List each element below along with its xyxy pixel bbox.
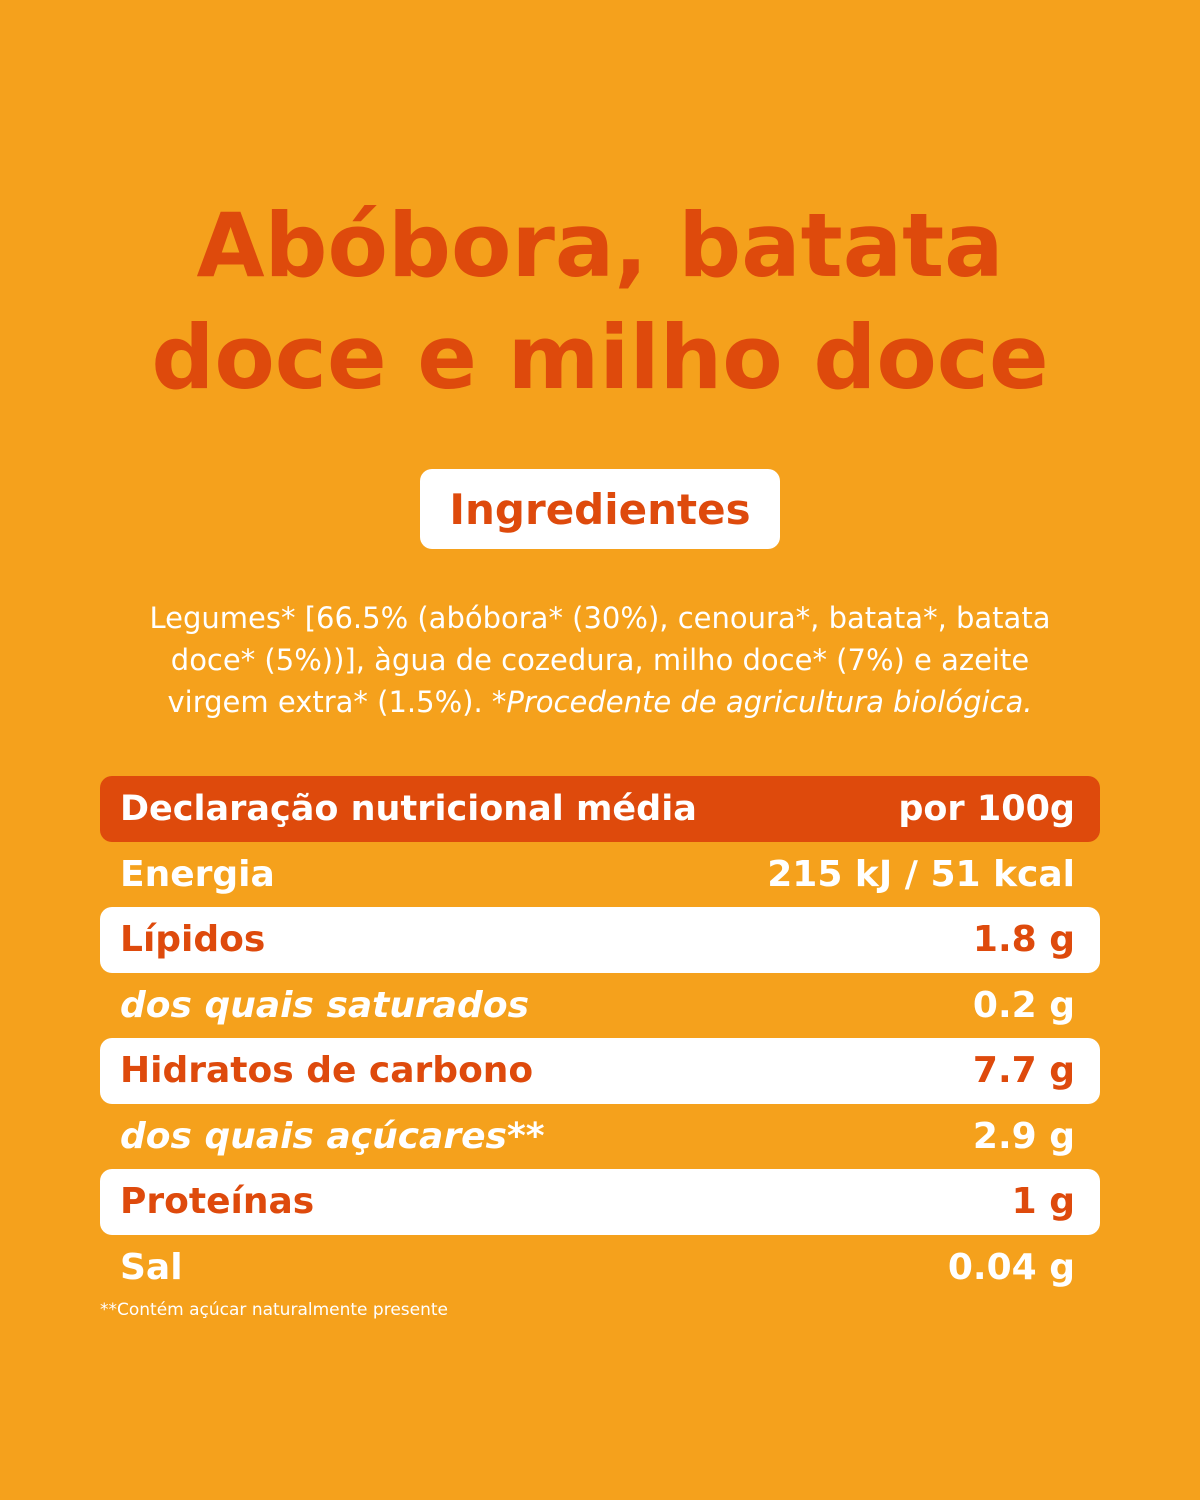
ingredients-heading-badge: Ingredientes [420, 469, 780, 549]
product-title-line-2: doce e milho doce [151, 306, 1049, 409]
nutrition-value: 0.04 g [947, 1246, 1075, 1288]
nutrition-row-energy: Energia 215 kJ / 51 kcal [100, 842, 1100, 908]
nutrition-value: 0.2 g [972, 984, 1075, 1026]
organic-note: *Procedente de agricultura biológica. [491, 685, 1033, 719]
ingredients-line-3-text: virgem extra* (1.5%). [167, 685, 483, 719]
nutrition-label: Proteínas [120, 1181, 315, 1223]
nutrition-label: Energia [120, 853, 275, 895]
nutrition-table: Declaração nutricional média por 100g En… [100, 776, 1100, 1300]
sugar-footnote: **Contém açúcar naturalmente presente [100, 1300, 448, 1320]
nutrition-header-value: por 100g [898, 788, 1075, 829]
nutrition-label: Hidratos de carbono [120, 1050, 534, 1092]
ingredients-text: Legumes* [66.5% (abóbora* (30%), cenoura… [100, 597, 1100, 723]
nutrition-label: dos quais açúcares** [120, 1115, 545, 1157]
nutrition-label: Sal [120, 1246, 183, 1288]
nutrition-label: Lípidos [120, 919, 266, 961]
nutrition-value: 2.9 g [972, 1115, 1075, 1157]
ingredients-line-1: Legumes* [66.5% (abóbora* (30%), cenoura… [149, 601, 1051, 635]
nutrition-value: 1 g [1011, 1181, 1075, 1223]
nutrition-value: 215 kJ / 51 kcal [767, 853, 1075, 895]
product-title-line-1: Abóbora, batata [196, 194, 1004, 297]
nutrition-value: 1.8 g [972, 919, 1075, 961]
nutrition-row-fat: Lípidos 1.8 g [100, 907, 1100, 973]
nutrition-table-header: Declaração nutricional média por 100g [100, 776, 1100, 842]
nutrition-row-protein: Proteínas 1 g [100, 1169, 1100, 1235]
nutrition-row-saturated: dos quais saturados 0.2 g [100, 973, 1100, 1039]
nutrition-row-carbohydrates: Hidratos de carbono 7.7 g [100, 1038, 1100, 1104]
nutrition-label: dos quais saturados [120, 984, 529, 1026]
nutrition-value: 7.7 g [972, 1050, 1075, 1092]
ingredients-line-2: doce* (5%))], àgua de cozedura, milho do… [170, 643, 1030, 677]
product-title: Abóbora, batata doce e milho doce [0, 190, 1200, 414]
nutrition-row-salt: Sal 0.04 g [100, 1235, 1100, 1301]
ingredients-line-3: virgem extra* (1.5%). *Procedente de agr… [100, 681, 1100, 723]
nutrition-row-sugars: dos quais açúcares** 2.9 g [100, 1104, 1100, 1170]
nutrition-header-label: Declaração nutricional média [120, 788, 697, 829]
